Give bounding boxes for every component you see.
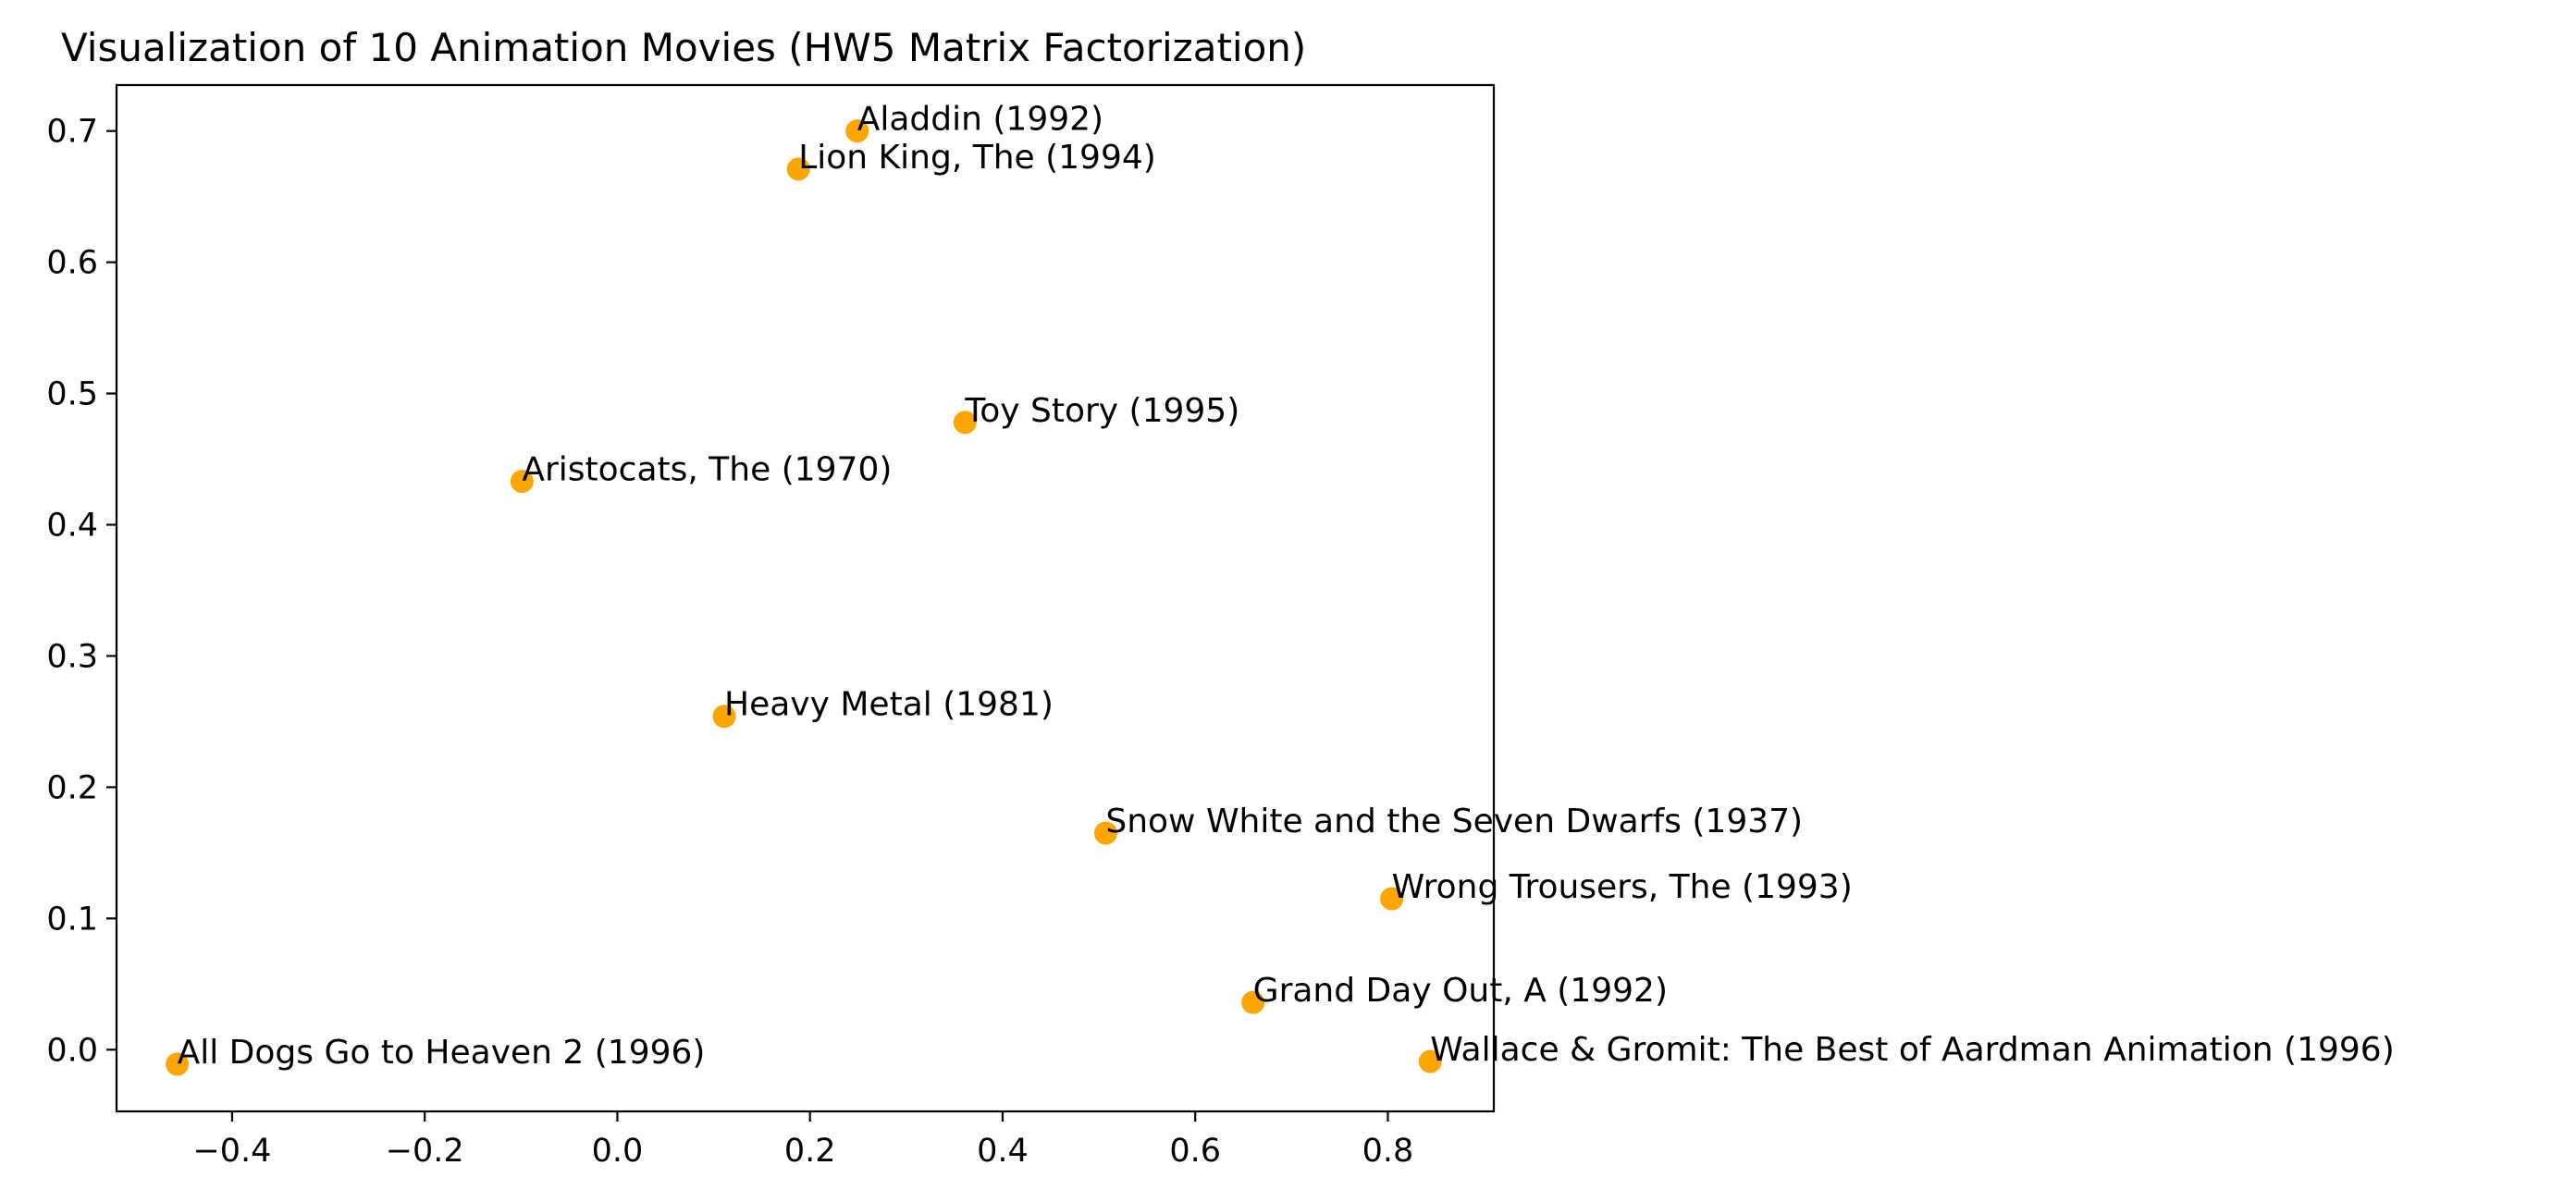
data-point	[166, 1052, 190, 1076]
data-point-label: Aristocats, The (1970)	[522, 451, 892, 489]
data-point-label: Snow White and the Seven Dwarfs (1937)	[1105, 803, 1803, 840]
x-tick-label: 0.2	[784, 1133, 836, 1170]
chart-title: Visualization of 10 Animation Movies (HW…	[61, 25, 1306, 70]
plot-area-frame	[115, 83, 1496, 1113]
data-point	[1380, 887, 1404, 911]
data-point-label: Wrong Trousers, The (1993)	[1392, 868, 1853, 906]
data-point	[1093, 821, 1117, 845]
y-tick-label: 0.3	[46, 638, 98, 675]
x-axis: −0.4 −0.2 0.0 0.2 0.4 0.6 0.8	[192, 1111, 1413, 1170]
data-point	[953, 411, 977, 435]
data-point-label: All Dogs Go to Heaven 2 (1996)	[178, 1034, 706, 1072]
data-point-label: Toy Story (1995)	[964, 392, 1239, 430]
data-point-label: Lion King, The (1994)	[798, 139, 1156, 177]
data-point	[712, 705, 736, 729]
x-tick-label: 0.4	[977, 1133, 1029, 1170]
x-tick-label: −0.2	[386, 1133, 464, 1170]
y-tick-label: 0.7	[46, 114, 98, 151]
x-tick-label: −0.4	[192, 1133, 271, 1170]
data-point-label: Aladdin (1992)	[857, 101, 1103, 139]
data-point	[786, 157, 810, 181]
data-points	[166, 119, 1442, 1076]
y-tick-label: 0.5	[46, 376, 98, 413]
data-point-label: Grand Day Out, A (1992)	[1253, 972, 1668, 1010]
y-tick-label: 0.6	[46, 245, 98, 282]
data-point-label: Wallace & Gromit: The Best of Aardman An…	[1430, 1031, 2394, 1069]
data-point	[845, 119, 869, 143]
x-tick-label: 0.6	[1169, 1133, 1221, 1170]
y-tick-label: 0.0	[46, 1032, 98, 1069]
y-tick-label: 0.1	[46, 901, 98, 938]
point-labels: Aladdin (1992)Lion King, The (1994) Toy S…	[178, 101, 2395, 1072]
x-tick-label: 0.0	[592, 1133, 644, 1170]
data-point	[1241, 990, 1265, 1014]
y-tick-label: 0.2	[46, 769, 98, 806]
data-point	[510, 470, 534, 494]
x-tick-label: 0.8	[1362, 1133, 1414, 1170]
data-point-label: Heavy Metal (1981)	[724, 686, 1054, 724]
data-point	[1418, 1049, 1442, 1073]
y-tick-label: 0.4	[46, 508, 98, 545]
y-axis: 0.0 0.1 0.2 0.3 0.4 0.5 0.6 0.7	[46, 114, 117, 1069]
